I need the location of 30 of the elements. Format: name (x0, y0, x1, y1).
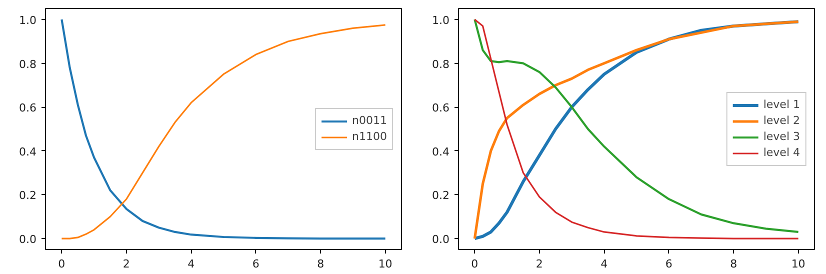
x-tick-label: 6 (665, 258, 672, 270)
x-tick-label: 2 (122, 258, 130, 270)
x-tick-label: 0 (58, 258, 66, 270)
legend-label: level 3 (763, 130, 800, 144)
y-tick-label: 0.6 (19, 102, 37, 115)
y-tick-label: 0.4 (19, 145, 37, 158)
x-tick-label: 8 (730, 258, 738, 270)
x-tick-label: 2 (536, 258, 543, 270)
y-tick-label: 0.8 (19, 58, 37, 71)
y-tick-label: 0.0 (19, 233, 37, 246)
x-tick-label: 10 (378, 258, 392, 270)
y-tick-label: 0.0 (432, 233, 450, 246)
x-tick-label: 4 (600, 258, 608, 270)
x-tick-label: 4 (188, 258, 195, 270)
y-tick-label: 0.6 (432, 102, 450, 115)
x-tick-label: 0 (471, 258, 478, 270)
legend-label: level 2 (763, 114, 800, 128)
x-tick-label: 6 (252, 258, 260, 270)
y-tick-label: 0.8 (432, 58, 450, 71)
y-tick-label: 0.4 (432, 145, 450, 158)
legend-label: level 1 (763, 98, 800, 112)
legend-label: n0011 (352, 114, 387, 128)
y-tick-label: 1.0 (19, 14, 37, 27)
x-tick-label: 10 (791, 258, 806, 270)
legend-label: n1100 (352, 130, 387, 144)
y-tick-label: 0.2 (432, 189, 450, 202)
y-tick-label: 0.2 (19, 189, 37, 202)
y-tick-label: 1.0 (432, 14, 450, 27)
x-tick-label: 8 (317, 258, 324, 270)
legend-label: level 4 (763, 146, 800, 160)
